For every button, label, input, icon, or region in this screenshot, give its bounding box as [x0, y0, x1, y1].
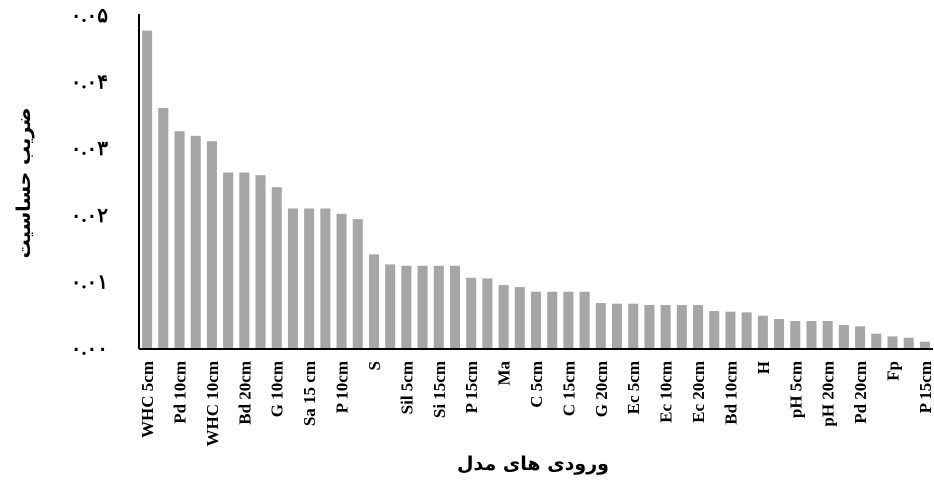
bar [741, 312, 752, 349]
x-tick-labels: WHC 5cm Pd 10cm WHC 10cm Bd 20cm G 10cm Sa 15… [138, 361, 934, 447]
bar [855, 326, 866, 349]
bar [612, 303, 623, 349]
bar [595, 303, 606, 349]
bar [579, 291, 590, 349]
bar [790, 321, 801, 349]
x-tick-label: P 10cm [333, 361, 352, 413]
x-tick-label: pH 5cm [786, 361, 805, 418]
bar [401, 265, 412, 349]
bar [304, 208, 315, 349]
bar [449, 265, 461, 349]
x-tick-label: Ec 20cm [689, 361, 708, 423]
bar [838, 325, 849, 349]
x-tick-label: Fp [883, 361, 902, 381]
bar [368, 254, 379, 349]
bar [223, 172, 234, 349]
bar [255, 175, 266, 349]
bar [190, 135, 201, 349]
bar [158, 107, 169, 349]
y-tick-label: ۰.۰۰ [71, 338, 108, 360]
bar [417, 265, 428, 349]
x-tick-label: S [365, 361, 384, 370]
x-tick-label: Sa 15 cm [300, 361, 319, 426]
x-tick-label: G 10cm [268, 361, 287, 417]
bar [903, 337, 914, 349]
bar [887, 336, 898, 349]
bar [239, 172, 250, 349]
bar [352, 219, 363, 349]
x-tick-label: Ec 5cm [624, 361, 643, 414]
y-tick-label: ۰.۰۲ [71, 205, 108, 227]
bar [693, 305, 704, 349]
x-tick-label: H [754, 361, 773, 374]
bar [774, 319, 785, 349]
bar [871, 333, 882, 349]
y-tick-labels: ۰.۰۰ ۰.۰۱ ۰.۰۲ ۰.۰۳ ۰.۰۴ ۰.۰۵ [71, 5, 108, 360]
bar [709, 311, 720, 349]
y-tick-label: ۰.۰۵ [71, 5, 108, 27]
bar [482, 278, 493, 349]
bar [433, 265, 444, 349]
bar [142, 30, 153, 350]
bar [336, 213, 347, 349]
x-tick-label: Ma [495, 361, 514, 386]
x-tick-label: P 15cm [916, 361, 934, 413]
bar [385, 264, 396, 349]
bar [919, 341, 930, 349]
bar [644, 305, 655, 349]
x-tick-label: pH 20cm [819, 361, 838, 427]
y-tick-label: ۰.۰۴ [71, 72, 108, 94]
bar [806, 321, 817, 349]
x-tick-label: Ec 10cm [657, 361, 676, 423]
bar [822, 321, 833, 349]
bar [547, 291, 558, 349]
x-tick-label: Sil 5cm [397, 361, 416, 414]
x-tick-label: WHC 10cm [203, 361, 222, 446]
bar [530, 291, 542, 349]
y-tick-label: ۰.۰۳ [71, 138, 108, 160]
bar [271, 187, 282, 349]
bar [466, 277, 477, 349]
bar [174, 131, 185, 349]
bar [628, 303, 639, 349]
x-tick-label: C 15cm [559, 361, 578, 416]
bar [514, 287, 525, 349]
x-tick-label: WHC 5cm [138, 361, 157, 438]
bar [660, 305, 671, 349]
x-tick-label: Si 15cm [430, 361, 449, 418]
x-tick-label: Bd 10cm [721, 361, 740, 425]
bar [676, 305, 687, 349]
x-axis-title: ورودی های مدل [457, 453, 609, 475]
bar [498, 285, 509, 349]
y-tick-label: ۰.۰۱ [71, 271, 108, 293]
bar [287, 208, 298, 349]
bar [757, 315, 768, 349]
x-tick-label: Pd 10cm [171, 361, 190, 424]
bar [563, 291, 574, 349]
bar [320, 208, 331, 349]
y-axis-title: ضریب حساسیت [13, 108, 35, 259]
x-tick-label: Bd 20cm [235, 361, 254, 425]
bars-group [142, 30, 930, 350]
x-tick-label: C 5cm [527, 361, 546, 408]
x-tick-label: G 20cm [592, 361, 611, 417]
bar [206, 141, 217, 349]
bar [725, 311, 736, 349]
x-tick-label: P 15cm [462, 361, 481, 413]
x-tick-label: Pd 20cm [851, 361, 870, 424]
